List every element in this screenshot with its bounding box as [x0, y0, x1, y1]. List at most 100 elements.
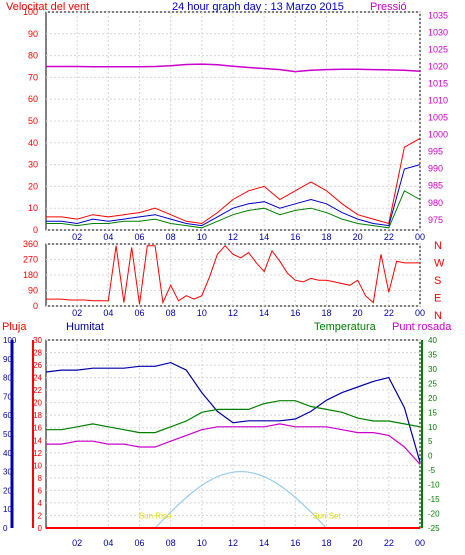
rain-axis-tick: 12: [33, 449, 42, 458]
x-tick-label: 10: [197, 232, 207, 242]
temperature-axis-tick: -20: [428, 510, 440, 519]
wind-axis-tick: 70: [28, 72, 38, 82]
pressure-axis-tick: 975: [428, 215, 443, 225]
x-tick-label: 00: [415, 232, 425, 242]
humidity-axis-tick: 40: [3, 449, 12, 458]
temperature-axis-tick: 0: [428, 452, 433, 461]
wind-avg-line: [46, 164, 421, 227]
wind-axis-tick: 100: [23, 7, 38, 17]
temperature-axis-tick: -10: [428, 481, 440, 490]
wind-title: Velocitat del vent: [6, 1, 89, 13]
x-tick-label: 22: [384, 232, 394, 242]
x-tick-label: 16: [290, 232, 300, 242]
x-tick-label: 08: [166, 308, 176, 318]
compass-label: N: [434, 240, 442, 252]
humidity-axis-tick: 60: [3, 411, 12, 420]
temperature-axis-tick: 25: [428, 379, 437, 388]
pressure-axis-tick: 1035: [428, 10, 448, 20]
rain-axis-tick: 24: [33, 374, 42, 383]
x-tick-label: 14: [259, 232, 269, 242]
dewpoint-line: [46, 423, 421, 465]
x-tick-label: 10: [197, 308, 207, 318]
rain-label: Pluja: [2, 321, 27, 333]
temperature-axis-tick: 35: [428, 350, 437, 359]
x-tick-label: 18: [321, 232, 331, 242]
temperature-axis-tick: 20: [428, 394, 437, 403]
x-tick-label: 06: [134, 538, 144, 548]
x-tick-label: 06: [134, 232, 144, 242]
rain-axis-tick: 14: [33, 436, 42, 445]
rain-axis-tick: 22: [33, 386, 42, 395]
humidity-axis-tick: 50: [3, 430, 12, 439]
humidity-axis-tick: 80: [3, 374, 12, 383]
pressure-axis-tick: 1025: [428, 44, 448, 54]
rain-axis-tick: 30: [33, 336, 42, 345]
rain-axis-tick: 8: [38, 474, 43, 483]
humidity-axis-tick: 10: [3, 505, 12, 514]
wind-direction-line: [46, 244, 420, 305]
humidity-axis-tick: 30: [3, 468, 12, 477]
rain-axis-tick: 26: [33, 361, 42, 370]
humidity-line: [45, 361, 421, 463]
x-tick-label: 04: [103, 308, 113, 318]
rain-axis-tick: 6: [38, 486, 43, 495]
humidity-axis-tick: 70: [3, 392, 12, 401]
x-tick-label: 14: [259, 308, 269, 318]
sun-annotation: Sun Set: [312, 512, 341, 521]
graph-title: 24 hour graph day : 13 Marzo 2015: [172, 1, 344, 13]
direction-axis-tick: 180: [23, 270, 38, 280]
x-tick-label: 14: [259, 538, 269, 548]
wind-gust-line: [46, 137, 421, 225]
generated-marks: 0102030405060708090100975980985990995100…: [3, 7, 448, 548]
rain-axis-tick: 10: [33, 461, 42, 470]
x-tick-label: 08: [166, 538, 176, 548]
temperature-axis-tick: 15: [428, 408, 437, 417]
x-tick-label: 16: [290, 538, 300, 548]
temperature-axis-tick: 5: [428, 437, 433, 446]
rain-axis-tick: 16: [33, 424, 42, 433]
temperature-axis-tick: -25: [428, 524, 440, 533]
x-tick-label: 18: [321, 538, 331, 548]
temperature-axis-tick: 10: [428, 423, 437, 432]
x-tick-label: 12: [228, 308, 238, 318]
pressure-axis-tick: 985: [428, 181, 443, 191]
x-tick-label: 00: [415, 538, 425, 548]
pressure-line: [46, 63, 421, 73]
x-tick-label: 08: [166, 232, 176, 242]
humidity-axis-tick: 20: [3, 486, 12, 495]
x-tick-label: 22: [384, 308, 394, 318]
sun-annotation: Sun Rise: [139, 512, 172, 521]
temperature-axis-tick: 30: [428, 365, 437, 374]
x-tick-label: 12: [228, 538, 238, 548]
temperature-line: [46, 400, 421, 434]
temperature-axis-tick: 40: [428, 336, 437, 345]
x-tick-label: 00: [415, 308, 425, 318]
x-tick-label: 04: [103, 538, 113, 548]
x-tick-label: 06: [134, 308, 144, 318]
wind-axis-tick: 20: [28, 181, 38, 191]
temperature-label: Temperatura: [314, 321, 377, 333]
pressure-axis-tick: 1020: [428, 62, 448, 72]
rain-axis-tick: 2: [38, 511, 43, 520]
pressure-title: Pressió: [370, 1, 407, 13]
wind-axis-tick: 50: [28, 116, 38, 126]
sun-curve: [154, 470, 327, 529]
x-tick-label: 16: [290, 308, 300, 318]
pressure-axis-tick: 995: [428, 147, 443, 157]
pressure-axis-tick: 1000: [428, 130, 448, 140]
x-tick-label: 02: [72, 232, 82, 242]
x-tick-label: 22: [384, 538, 394, 548]
wind-axis-tick: 60: [28, 94, 38, 104]
wind-axis-tick: 30: [28, 160, 38, 170]
rain-axis-tick: 28: [33, 349, 42, 358]
temperature-axis-tick: -15: [428, 495, 440, 504]
rain-axis-tick: 20: [33, 399, 42, 408]
rain-axis-tick: 0: [38, 524, 43, 533]
compass-label: E: [434, 293, 441, 305]
pressure-axis-tick: 1015: [428, 79, 448, 89]
x-tick-label: 20: [353, 538, 363, 548]
humidity-axis-tick: 100: [3, 336, 17, 345]
x-tick-label: 10: [197, 538, 207, 548]
humidity-axis-tick: 90: [3, 355, 12, 364]
pressure-axis-tick: 990: [428, 164, 443, 174]
